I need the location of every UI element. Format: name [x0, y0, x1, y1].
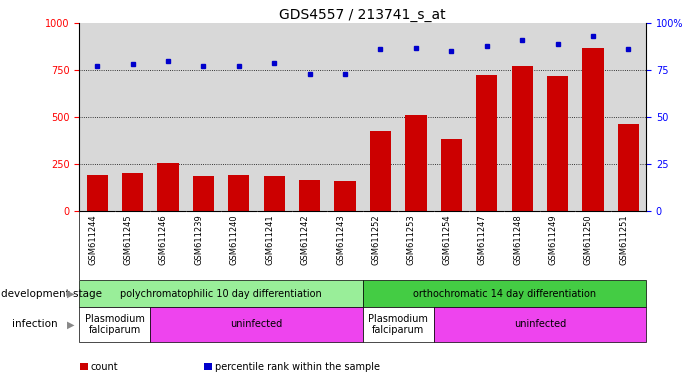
Text: uninfected: uninfected	[230, 319, 283, 329]
Bar	[79, 280, 363, 307]
Bar	[363, 280, 646, 307]
Bar	[158, 163, 178, 211]
Text: uninfected: uninfected	[513, 319, 566, 329]
Text: GSM611243: GSM611243	[336, 215, 345, 265]
Text: polychromatophilic 10 day differentiation: polychromatophilic 10 day differentiatio…	[120, 289, 322, 299]
Text: GSM611253: GSM611253	[407, 215, 416, 265]
Bar	[476, 75, 498, 211]
Text: GSM611246: GSM611246	[159, 215, 168, 265]
Text: GSM611252: GSM611252	[372, 215, 381, 265]
Bar	[299, 180, 320, 211]
Bar	[263, 176, 285, 211]
Text: GSM611254: GSM611254	[442, 215, 451, 265]
Text: GSM611248: GSM611248	[513, 215, 522, 265]
Bar	[228, 174, 249, 211]
Bar	[583, 48, 603, 211]
Bar	[151, 307, 363, 342]
Text: GSM611244: GSM611244	[88, 215, 97, 265]
Bar	[334, 181, 356, 211]
Bar	[511, 66, 533, 211]
Text: ▶: ▶	[67, 319, 75, 329]
Bar	[193, 176, 214, 211]
Text: orthochromatic 14 day differentiation: orthochromatic 14 day differentiation	[413, 289, 596, 299]
Text: Plasmodium
falciparum: Plasmodium falciparum	[85, 314, 145, 335]
Text: Plasmodium
falciparum: Plasmodium falciparum	[368, 314, 428, 335]
Text: development stage: development stage	[1, 289, 102, 299]
Bar	[122, 173, 143, 211]
Bar	[405, 115, 426, 211]
Text: GSM611251: GSM611251	[619, 215, 628, 265]
Text: infection: infection	[12, 319, 58, 329]
Text: count: count	[91, 362, 118, 372]
Bar	[86, 174, 108, 211]
Text: GSM611240: GSM611240	[230, 215, 239, 265]
Bar	[80, 363, 88, 370]
Text: ▶: ▶	[67, 289, 75, 299]
Bar	[79, 307, 151, 342]
Bar	[547, 76, 568, 211]
Text: GSM611242: GSM611242	[301, 215, 310, 265]
Text: GSM611250: GSM611250	[584, 215, 593, 265]
Bar	[618, 124, 639, 211]
Bar	[363, 307, 434, 342]
Text: GSM611245: GSM611245	[124, 215, 133, 265]
Text: GSM611241: GSM611241	[265, 215, 274, 265]
Bar	[434, 307, 646, 342]
Bar	[205, 363, 212, 370]
Bar	[441, 139, 462, 211]
Title: GDS4557 / 213741_s_at: GDS4557 / 213741_s_at	[279, 8, 446, 22]
Text: GSM611239: GSM611239	[194, 215, 203, 265]
Text: GSM611249: GSM611249	[549, 215, 558, 265]
Text: percentile rank within the sample: percentile rank within the sample	[215, 362, 380, 372]
Text: GSM611247: GSM611247	[477, 215, 486, 265]
Bar	[370, 131, 391, 211]
